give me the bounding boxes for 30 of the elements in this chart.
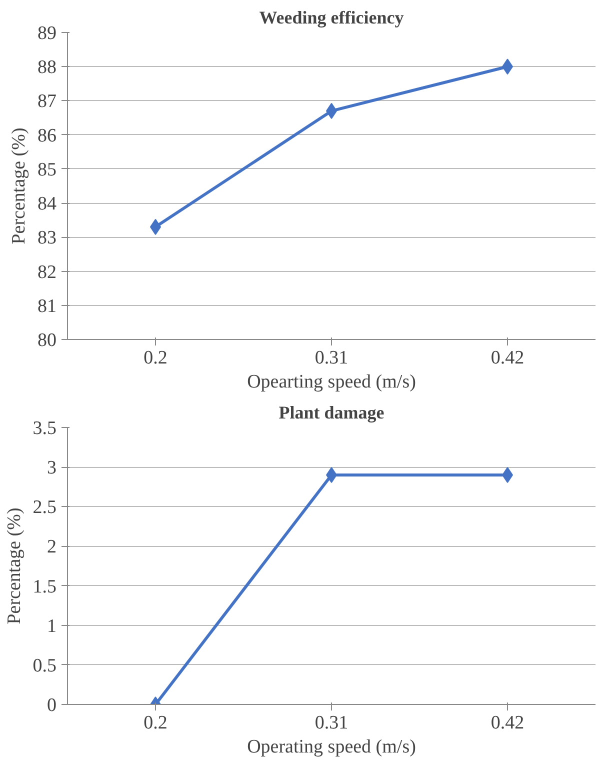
y-tick-label: 88: [38, 57, 56, 78]
y-tick-label: 1.5: [32, 576, 56, 598]
y-tick-label: 89: [38, 23, 56, 44]
y-tick-label: 82: [38, 262, 56, 283]
y-tick-label: 85: [38, 159, 56, 180]
y-tick-label: 3.5: [32, 418, 56, 439]
y-tick-label: 81: [38, 296, 56, 317]
x-tick-label: 0.2: [144, 348, 168, 368]
x-axis-title: Operating speed (m/s): [247, 736, 416, 758]
x-tick-label: 0.42: [490, 348, 524, 368]
x-axis-title: Opearting speed (m/s): [247, 372, 416, 392]
x-tick-label: 0.2: [144, 712, 168, 734]
y-tick-label: 1: [47, 616, 56, 637]
y-tick-label: 87: [38, 91, 56, 112]
y-axis-title: Percentage (%): [4, 508, 25, 624]
y-tick-label: 83: [38, 228, 56, 249]
y-tick-label: 2: [47, 536, 56, 558]
chart-title: Weeding efficiency: [259, 8, 404, 28]
x-tick-label: 0.31: [314, 348, 348, 368]
y-tick-label: 0: [47, 695, 56, 716]
y-tick-label: 0.5: [32, 655, 56, 676]
x-tick-label: 0.31: [314, 712, 348, 734]
chart-title: Plant damage: [278, 402, 384, 422]
y-tick-label: 80: [38, 330, 56, 351]
y-tick-label: 86: [38, 125, 56, 146]
x-tick-label: 0.42: [490, 712, 524, 734]
y-axis-title: Percentage (%): [8, 128, 30, 244]
y-tick-label: 84: [38, 194, 57, 215]
y-tick-label: 3: [47, 458, 56, 479]
y-tick-label: 2.5: [32, 497, 56, 518]
